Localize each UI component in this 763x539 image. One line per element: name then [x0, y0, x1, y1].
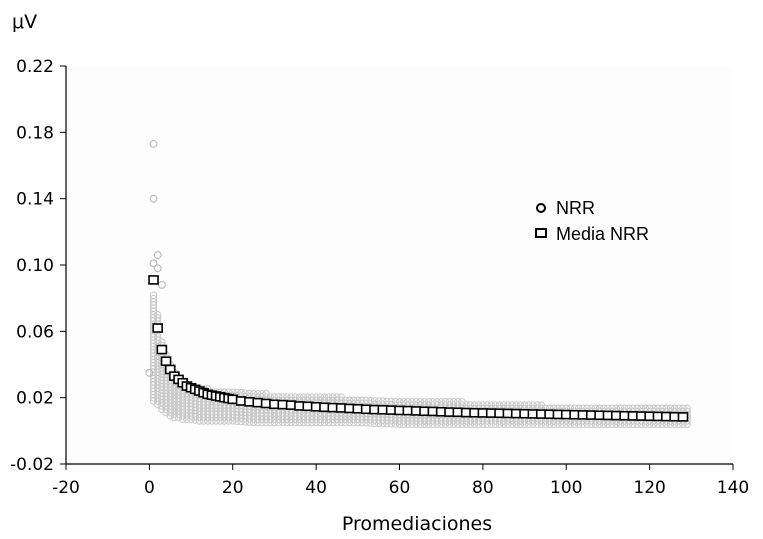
nrr-point — [149, 194, 158, 203]
x-tick-label: 120 — [633, 478, 665, 498]
y-tick-label: 0.06 — [16, 322, 54, 342]
nrr-point — [153, 251, 162, 260]
x-tick-label: 100 — [550, 478, 582, 498]
y-tick-label: 0.22 — [16, 57, 54, 77]
media-nrr-point — [156, 344, 168, 355]
x-tick-label: 20 — [222, 478, 244, 498]
x-tick-label: -20 — [52, 478, 80, 498]
x-axis-title: Promediaciones — [342, 513, 492, 535]
y-tick-label: 0.10 — [16, 256, 54, 276]
y-tick-label: -0.02 — [10, 455, 54, 475]
y-tick-label: 0.14 — [16, 190, 54, 210]
y-tick-label: 0.02 — [16, 389, 54, 409]
legend-media-nrr-marker — [535, 228, 547, 238]
legend: NRR Media NRR — [535, 198, 649, 244]
x-tick-label: 40 — [305, 478, 327, 498]
media-nrr-point — [148, 275, 159, 285]
nrr-point — [154, 314, 162, 322]
x-tick-label: 80 — [472, 478, 494, 498]
nrr-point — [149, 139, 158, 148]
y-axis-ticks: -0.02 0.02 0.06 0.10 0.14 0.18 0.22 — [10, 57, 66, 475]
media-nrr-point — [152, 323, 164, 333]
y-axis-title: μV — [12, 11, 37, 33]
x-tick-label: 60 — [389, 478, 411, 498]
nrr-point — [149, 291, 158, 300]
legend-nrr-label: NRR — [556, 198, 595, 218]
x-axis-ticks: -20 0 20 40 60 80 100 120 140 — [52, 464, 749, 498]
legend-media-nrr-label: Media NRR — [556, 224, 649, 244]
nrr-point — [145, 368, 154, 377]
nrr-point — [149, 259, 158, 268]
media-nrr-point — [160, 356, 172, 366]
nrr-point — [153, 264, 162, 273]
y-tick-label: 0.18 — [16, 123, 54, 143]
legend-nrr-marker — [536, 203, 546, 213]
media-nrr-point — [677, 412, 689, 422]
nrr-point — [683, 404, 691, 412]
nrr-point — [149, 294, 158, 303]
x-tick-label: 140 — [717, 478, 749, 498]
plot-area — [66, 66, 733, 464]
media-nrr-points — [148, 275, 689, 422]
nrr-point — [157, 280, 166, 289]
nrr-point — [154, 311, 162, 319]
x-tick-label: 0 — [144, 478, 155, 498]
